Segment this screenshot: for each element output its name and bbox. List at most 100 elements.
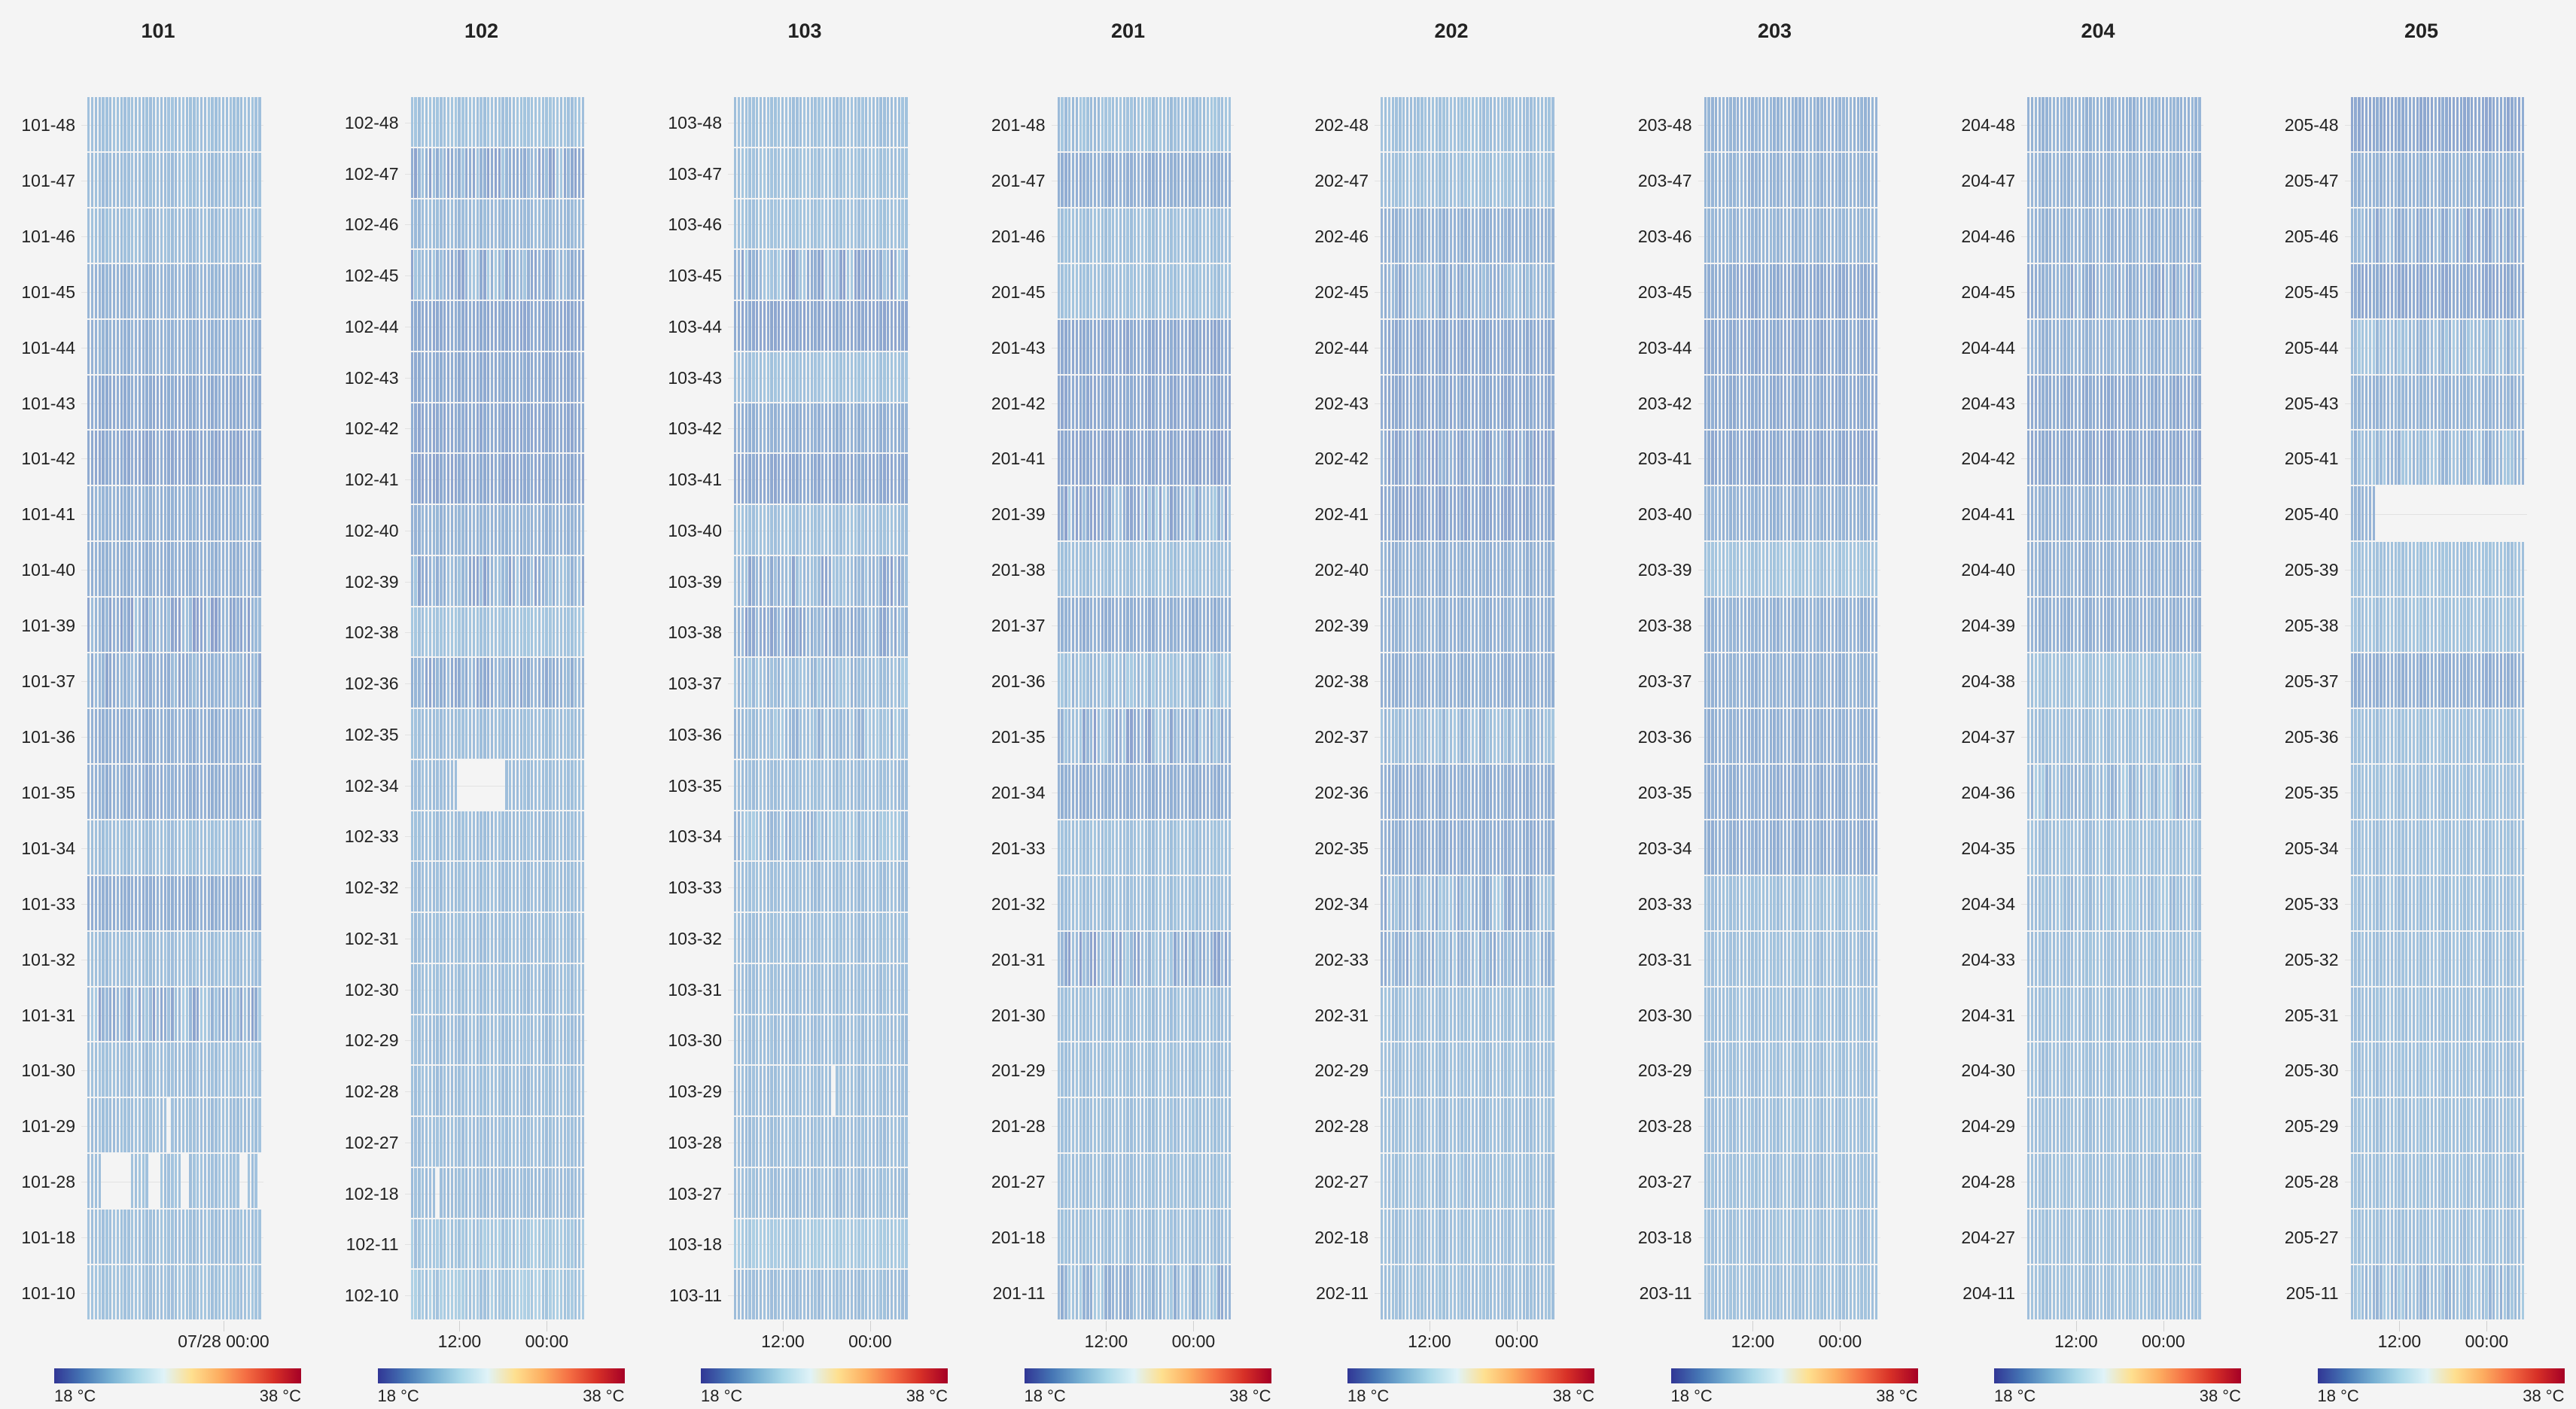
heatmap-cell[interactable] (1068, 375, 1071, 430)
heatmap-cell[interactable] (236, 486, 239, 541)
heatmap-cell[interactable] (428, 403, 432, 453)
heatmap-cell[interactable] (1061, 709, 1064, 763)
heatmap-cell[interactable] (875, 1066, 878, 1115)
heatmap-cell[interactable] (134, 820, 138, 875)
heatmap-cell[interactable] (857, 148, 860, 198)
heatmap-cell[interactable] (527, 148, 530, 198)
heatmap-cell[interactable] (759, 1117, 763, 1167)
heatmap-cell[interactable] (810, 555, 813, 606)
heatmap-cell[interactable] (109, 1265, 112, 1319)
heatmap-cell[interactable] (153, 709, 156, 763)
heatmap-cell[interactable] (879, 811, 882, 861)
heatmap-cell[interactable] (1202, 1154, 1206, 1209)
heatmap-cell[interactable] (207, 431, 210, 485)
heatmap-cell[interactable] (501, 862, 504, 911)
heatmap-cell[interactable] (1166, 1210, 1169, 1264)
heatmap-cell[interactable] (574, 913, 577, 963)
heatmap-cell[interactable] (734, 1066, 737, 1115)
heatmap-cell[interactable] (112, 931, 116, 986)
heatmap-cell[interactable] (796, 1015, 799, 1065)
heatmap-cell[interactable] (215, 653, 218, 708)
heatmap-cell[interactable] (1156, 987, 1159, 1042)
heatmap-cell[interactable] (160, 764, 163, 819)
heatmap-cell[interactable] (1381, 97, 1384, 151)
heatmap-cell[interactable] (1381, 152, 1384, 207)
heatmap-cell[interactable] (824, 250, 828, 300)
heatmap-cell[interactable] (784, 759, 788, 810)
heatmap-cell[interactable] (905, 1270, 908, 1319)
heatmap-cell[interactable] (1152, 1042, 1155, 1097)
heatmap-cell[interactable] (145, 709, 148, 763)
heatmap-cell[interactable] (516, 709, 519, 759)
heatmap-cell[interactable] (193, 1098, 196, 1153)
heatmap-cell[interactable] (1068, 263, 1071, 318)
heatmap-cell[interactable] (850, 1015, 854, 1065)
heatmap-cell[interactable] (1122, 208, 1125, 263)
heatmap-cell[interactable] (199, 598, 203, 653)
heatmap-cell[interactable] (1079, 486, 1082, 541)
heatmap-cell[interactable] (581, 555, 585, 606)
heatmap-cell[interactable] (1213, 987, 1216, 1042)
heatmap-cell[interactable] (523, 1167, 526, 1218)
heatmap-cell[interactable] (784, 862, 788, 911)
heatmap-cell[interactable] (236, 263, 239, 318)
heatmap-cell[interactable] (1526, 97, 1529, 151)
heatmap-cell[interactable] (94, 987, 98, 1042)
heatmap-cell[interactable] (1093, 764, 1097, 819)
heatmap-cell[interactable] (1071, 152, 1075, 207)
heatmap-cell[interactable] (843, 1219, 846, 1269)
heatmap-cell[interactable] (509, 1270, 512, 1319)
heatmap-cell[interactable] (425, 811, 428, 861)
heatmap-cell[interactable] (1195, 208, 1198, 263)
heatmap-cell[interactable] (450, 759, 454, 810)
heatmap-cell[interactable] (1184, 1042, 1188, 1097)
heatmap-cell[interactable] (563, 1219, 566, 1269)
heatmap-cell[interactable] (145, 152, 148, 207)
heatmap-cell[interactable] (1228, 97, 1232, 151)
heatmap-cell[interactable] (414, 1066, 417, 1115)
heatmap-cell[interactable] (185, 987, 188, 1042)
heatmap-cell[interactable] (744, 505, 748, 555)
heatmap-cell[interactable] (531, 1219, 534, 1269)
heatmap-cell[interactable] (1195, 1265, 1198, 1319)
heatmap-cell[interactable] (251, 1098, 254, 1153)
heatmap-cell[interactable] (422, 658, 425, 708)
heatmap-cell[interactable] (1115, 152, 1119, 207)
heatmap-cell[interactable] (788, 759, 791, 810)
heatmap-cell[interactable] (142, 152, 145, 207)
heatmap-cell[interactable] (541, 1219, 544, 1269)
heatmap-cell[interactable] (1174, 987, 1177, 1042)
heatmap-cell[interactable] (193, 987, 196, 1042)
heatmap-cell[interactable] (1399, 152, 1402, 207)
heatmap-cell[interactable] (193, 542, 196, 597)
heatmap-cell[interactable] (897, 709, 900, 759)
heatmap-cell[interactable] (1152, 709, 1155, 763)
heatmap-cell[interactable] (199, 542, 203, 597)
heatmap-cell[interactable] (1071, 1042, 1075, 1097)
heatmap-cell[interactable] (854, 1219, 857, 1269)
heatmap-cell[interactable] (527, 250, 530, 300)
heatmap-cell[interactable] (571, 862, 574, 911)
heatmap-cell[interactable] (571, 1219, 574, 1269)
heatmap-cell[interactable] (461, 1015, 464, 1065)
heatmap-cell[interactable] (824, 963, 828, 1014)
heatmap-cell[interactable] (229, 152, 232, 207)
heatmap-cell[interactable] (1064, 375, 1067, 430)
heatmap-cell[interactable] (1395, 319, 1398, 374)
heatmap-cell[interactable] (1217, 1210, 1220, 1264)
heatmap-cell[interactable] (818, 250, 821, 300)
heatmap-cell[interactable] (1391, 375, 1394, 430)
heatmap-cell[interactable] (1228, 598, 1232, 653)
heatmap-cell[interactable] (821, 97, 824, 147)
heatmap-cell[interactable] (770, 250, 773, 300)
heatmap-cell[interactable] (537, 1219, 541, 1269)
heatmap-cell[interactable] (512, 1117, 516, 1167)
heatmap-cell[interactable] (211, 1154, 214, 1209)
heatmap-cell[interactable] (1192, 208, 1195, 263)
heatmap-cell[interactable] (527, 913, 530, 963)
heatmap-cell[interactable] (1497, 263, 1500, 318)
heatmap-cell[interactable] (1464, 152, 1467, 207)
heatmap-cell[interactable] (105, 875, 108, 930)
heatmap-cell[interactable] (1134, 653, 1137, 708)
heatmap-cell[interactable] (225, 152, 229, 207)
